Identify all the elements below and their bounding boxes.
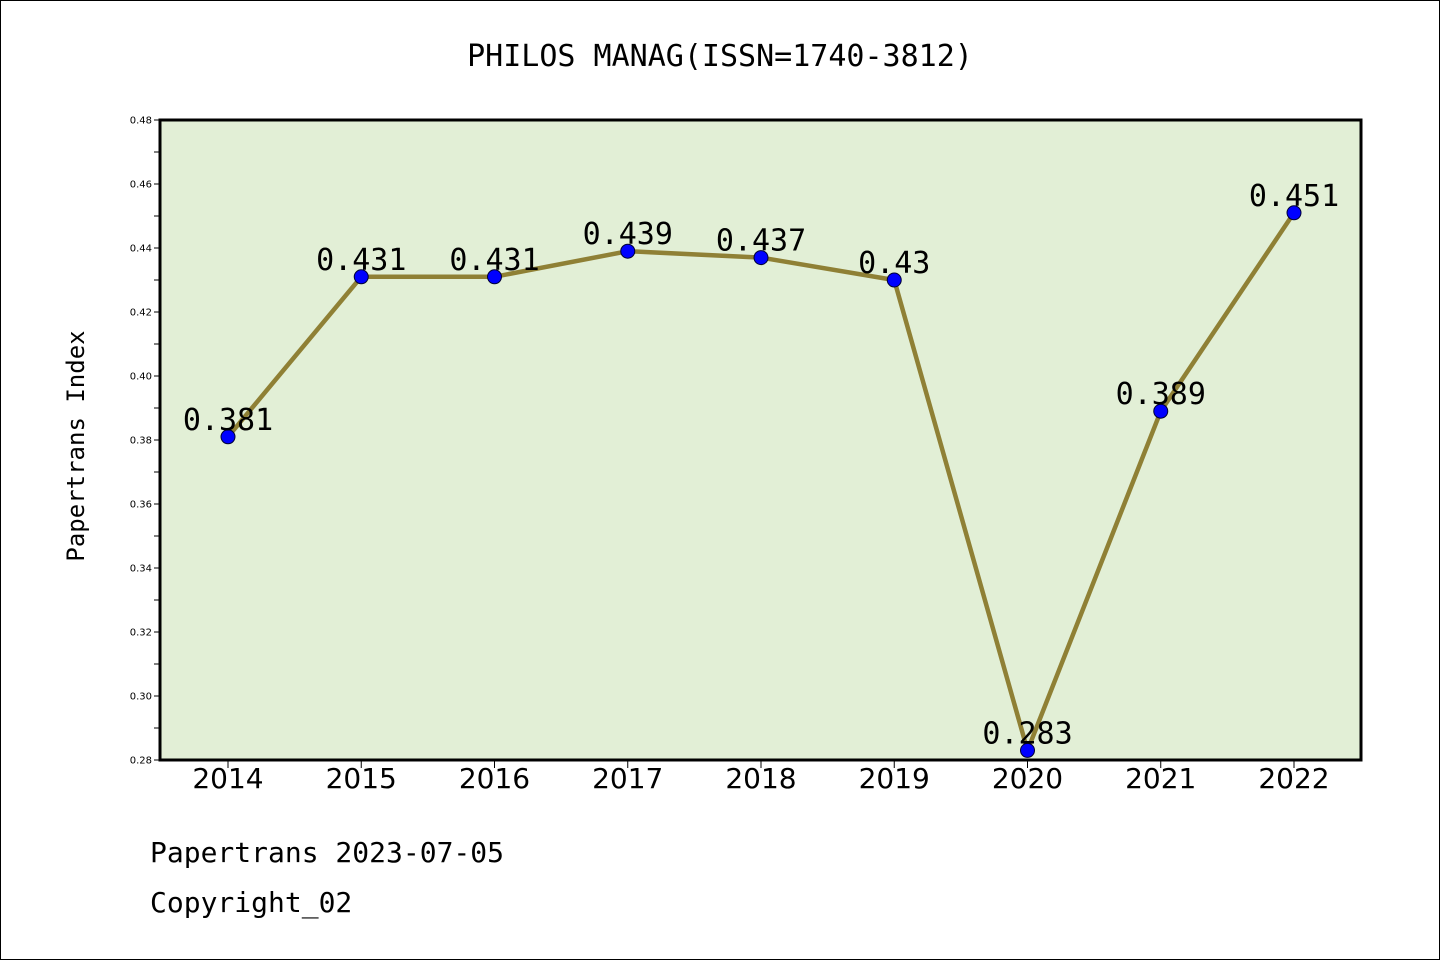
data-point [886, 272, 902, 288]
y-tick-label: 0.28 [130, 756, 152, 767]
data-label: 0.389 [1116, 377, 1206, 412]
x-tick-label: 2020 [992, 762, 1063, 795]
y-tick-label: 0.42 [130, 308, 152, 319]
x-tick-label: 2017 [592, 762, 663, 795]
data-label: 0.381 [183, 403, 273, 438]
data-point [1020, 742, 1035, 758]
footer-date: Papertrans 2023-07-05 [150, 836, 505, 869]
y-tick-label: 0.34 [130, 564, 152, 575]
data-point [620, 243, 636, 259]
data-label: 0.439 [583, 217, 673, 252]
x-tick-label: 2021 [1125, 762, 1196, 795]
y-tick-label: 0.40 [130, 372, 152, 383]
data-point [1286, 205, 1302, 221]
data-point [220, 429, 236, 445]
y-tick-label: 0.48 [130, 116, 152, 127]
data-label: 0.431 [316, 243, 406, 278]
x-axis: 2014 2015 2016 2017 2018 2019 2020 2021 2022 [192, 760, 1330, 795]
data-point [353, 269, 369, 285]
data-label: 0.431 [449, 243, 539, 278]
footer-copyright: Copyright_02 [150, 886, 353, 919]
data-point [487, 269, 502, 285]
data-label: 0.437 [716, 224, 806, 259]
data-label: 0.43 [858, 246, 930, 281]
y-tick-label: 0.46 [130, 180, 152, 191]
chart-title: PHILOS MANAG(ISSN=1740-3812) [467, 39, 973, 74]
y-axis-label: Papertrans Index [62, 330, 90, 561]
y-tick-label: 0.38 [130, 436, 152, 447]
x-tick-label: 2022 [1258, 762, 1329, 795]
data-label: 0.451 [1249, 179, 1339, 214]
series-markers [220, 205, 1302, 758]
plot-area [158, 118, 1363, 762]
x-tick-label: 2015 [326, 762, 397, 795]
x-tick-label: 2016 [459, 762, 530, 795]
y-tick-label: 0.44 [130, 244, 152, 255]
x-tick-label: 2018 [725, 762, 796, 795]
x-tick-label: 2019 [859, 762, 930, 795]
y-tick-label: 0.30 [130, 692, 152, 703]
x-tick-label: 2014 [192, 762, 263, 795]
data-label: 0.283 [982, 716, 1072, 751]
y-axis: 0.28 0.30 0.32 0.34 0.36 0.38 0.40 0.42 0.44 0.46… [130, 116, 160, 767]
y-tick-label: 0.32 [130, 628, 152, 639]
data-point [753, 250, 769, 266]
data-point [1153, 403, 1169, 419]
data-labels: 0.381 0.431 0.431 0.439 0.437 0.43 0.283 0.389 0… [183, 179, 1339, 752]
y-tick-label: 0.36 [130, 500, 152, 511]
